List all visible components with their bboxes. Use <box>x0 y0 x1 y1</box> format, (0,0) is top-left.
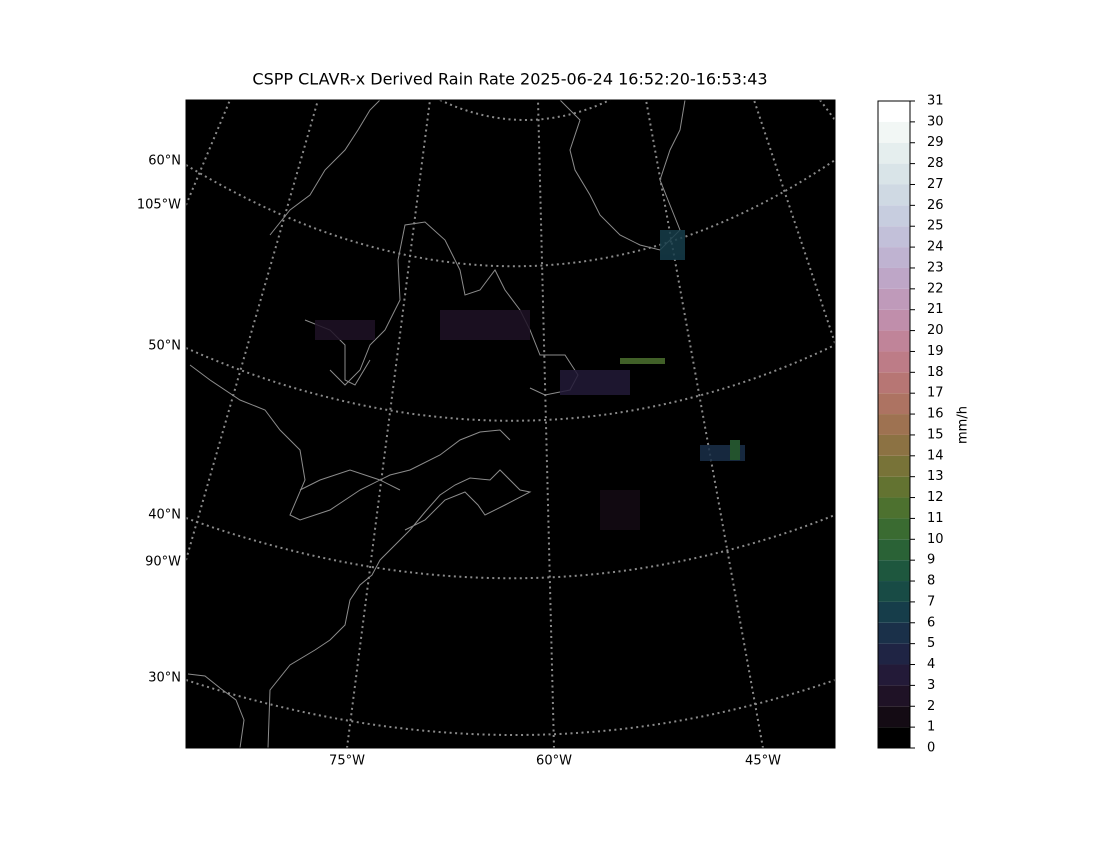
colorbar-tick-label: 9 <box>927 553 935 568</box>
colorbar-tick-label: 2 <box>927 699 935 714</box>
colorbar-segment <box>878 184 910 206</box>
colorbar-segment <box>878 330 910 352</box>
lon-label: 105°W <box>137 198 181 213</box>
map: 60°N 105°W 50°N 40°N 90°W 30°N 75°W 60°W… <box>137 99 836 769</box>
colorbar-segment <box>878 393 910 415</box>
lon-label: 75°W <box>329 754 365 769</box>
graticule <box>186 100 835 748</box>
colorbar-tick-label: 28 <box>927 156 944 171</box>
colorbar-tick-label: 19 <box>927 344 944 359</box>
lat-label: 30°N <box>148 671 181 686</box>
colorbar-segment <box>878 601 910 623</box>
colorbar-segment <box>878 267 910 289</box>
map-frame <box>185 99 836 749</box>
colorbar-tick-label: 27 <box>927 177 944 192</box>
map-title: CSPP CLAVR-x Derived Rain Rate 2025-06-2… <box>252 70 767 89</box>
colorbar-tick-label: 31 <box>927 94 944 109</box>
colorbar-tick-label: 29 <box>927 135 944 150</box>
colorbar-segment <box>878 121 910 143</box>
colorbar-segment <box>878 560 910 582</box>
colorbar-tick-label: 26 <box>927 198 944 213</box>
rain-speckles <box>315 230 745 530</box>
colorbar-segment <box>878 226 910 248</box>
colorbar-segment <box>878 101 910 122</box>
colorbar-tick-label: 10 <box>927 532 944 547</box>
colorbar-segment <box>878 163 910 185</box>
lon-label: 60°W <box>536 754 572 769</box>
colorbar-segment <box>878 205 910 227</box>
colorbar-segment <box>878 685 910 707</box>
colorbar-tick-label: 14 <box>927 448 944 463</box>
colorbar-segment <box>878 414 910 435</box>
colorbar-segment <box>878 727 910 748</box>
colorbar-segment <box>878 351 910 373</box>
colorbar-segment <box>878 476 910 498</box>
colorbar-tick-label: 4 <box>927 657 935 672</box>
lat-label: 50°N <box>148 339 181 354</box>
colorbar-tick-label: 11 <box>927 511 944 526</box>
colorbar-tick-label: 13 <box>927 469 944 484</box>
lon-label: 90°W <box>145 555 181 570</box>
colorbar-segment <box>878 643 910 665</box>
colorbar-segment <box>878 664 910 686</box>
colorbar-tick-label: 16 <box>927 407 944 422</box>
colorbar-tick-label: 24 <box>927 240 944 255</box>
colorbar-tick-label: 25 <box>927 219 944 234</box>
colorbar-tick-label: 3 <box>927 678 935 693</box>
colorbar-segment <box>878 497 910 519</box>
colorbar-segment <box>878 288 910 310</box>
colorbar-tick-label: 1 <box>927 720 935 735</box>
colorbar-segment <box>878 247 910 268</box>
colorbar-segment <box>878 434 910 456</box>
colorbar-tick-label: 5 <box>927 636 935 651</box>
colorbar-segment <box>878 455 910 477</box>
colorbar-tick-label: 7 <box>927 594 935 609</box>
colorbar-tick-label: 30 <box>927 114 944 129</box>
colorbar-tick-label: 21 <box>927 302 944 317</box>
colorbar-tick-label: 23 <box>927 260 944 275</box>
colorbar-label: mm/h <box>956 406 971 444</box>
colorbar-tick-label: 6 <box>927 615 935 630</box>
colorbar: mm/h 01234567891011121314151617181920212… <box>877 94 971 756</box>
colorbar-segment <box>878 142 910 164</box>
lat-label: 40°N <box>148 508 181 523</box>
colorbar-segment <box>878 539 910 561</box>
colorbar-segment <box>878 706 910 728</box>
colorbar-tick-label: 22 <box>927 281 944 296</box>
lat-label: 60°N <box>148 154 181 169</box>
map-background <box>186 100 835 748</box>
colorbar-tick-label: 20 <box>927 323 944 338</box>
colorbar-tick-label: 18 <box>927 365 944 380</box>
colorbar-segment <box>878 622 910 644</box>
colorbar-tick-label: 12 <box>927 490 944 505</box>
colorbar-segment <box>878 372 910 394</box>
colorbar-tick-label: 8 <box>927 574 935 589</box>
colorbar-segment <box>878 518 910 540</box>
colorbar-frame <box>877 100 911 749</box>
lon-label: 45°W <box>745 754 781 769</box>
colorbar-segment <box>878 309 910 331</box>
colorbar-tick-label: 15 <box>927 427 944 442</box>
colorbar-tick-label: 17 <box>927 386 944 401</box>
colorbar-segment <box>878 581 910 602</box>
colorbar-tick-label: 0 <box>927 741 935 756</box>
